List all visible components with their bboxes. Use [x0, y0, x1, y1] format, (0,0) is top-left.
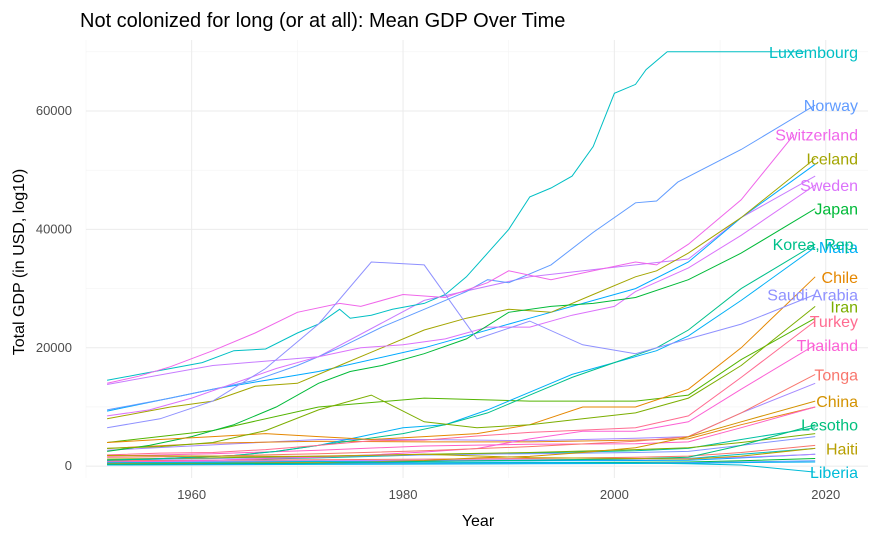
y-tick-label: 60000: [36, 103, 72, 118]
series-line: [107, 104, 816, 411]
series-line: [107, 436, 816, 461]
x-axis-title: Year: [462, 513, 495, 530]
series-label: Korea, Rep.: [773, 237, 858, 254]
series-line: [106, 163, 816, 412]
series-label: Luxembourg: [769, 45, 858, 62]
series-label: China: [816, 394, 858, 411]
series-label: Iran: [830, 299, 858, 316]
series-label: Malta: [819, 240, 858, 257]
series-line: [107, 184, 816, 417]
series-line: [107, 261, 816, 429]
series-line: [107, 424, 816, 465]
y-tick-label: 0: [65, 458, 72, 473]
series-label: Sweden: [800, 178, 858, 195]
series-line: [107, 51, 805, 381]
series-label: Saudi Arabia: [767, 288, 858, 305]
series-line: [107, 306, 816, 449]
y-axis-ticks: 0 20000 40000 60000: [36, 103, 72, 473]
grid: [85, 40, 868, 478]
series-labels: Luxembourg Norway Switzerland Iceland Sweden…: [767, 45, 858, 482]
series-line: [107, 406, 816, 449]
series-line: [107, 433, 816, 460]
y-tick-label: 20000: [36, 340, 72, 355]
series-line: [107, 320, 816, 456]
x-tick-label: 1980: [389, 487, 418, 502]
series-line: [107, 461, 816, 466]
series-label: Tonga: [814, 367, 858, 384]
series-line: [107, 444, 816, 462]
series-line: [107, 447, 816, 460]
series-label: Chile: [822, 270, 859, 287]
series-label: Haiti: [826, 441, 858, 458]
chart-title: Not colonized for long (or at all): Mean…: [80, 10, 565, 32]
series-line: [107, 158, 816, 420]
series-lines: [106, 51, 816, 473]
series-line: [107, 208, 816, 452]
series-label: Thailand: [797, 338, 858, 355]
series-line: [107, 317, 816, 443]
series-line: [107, 175, 816, 385]
series-label: Turkey: [810, 314, 858, 331]
series-label: Lesotho: [801, 418, 858, 435]
x-tick-label: 1960: [177, 487, 206, 502]
series-line: [107, 400, 816, 465]
series-label: Japan: [814, 202, 858, 219]
series-line: [107, 460, 816, 473]
y-tick-label: 40000: [36, 221, 72, 236]
series-line: [107, 246, 816, 461]
series-label: Switzerland: [775, 128, 858, 145]
x-tick-label: 2000: [600, 487, 629, 502]
series-line: [107, 406, 816, 457]
series-label: Liberia: [810, 465, 858, 482]
series-line: [106, 134, 795, 384]
series-line: [107, 373, 816, 458]
x-tick-label: 2020: [811, 487, 840, 502]
series-label: Norway: [804, 98, 858, 115]
series-line: [107, 382, 816, 451]
series-line: [107, 344, 816, 463]
series-line: [107, 276, 816, 443]
x-axis-ticks: 1960 1980 2000 2020: [177, 487, 840, 502]
y-axis-title: Total GDP (in USD, log10): [11, 169, 28, 355]
series-label: Iceland: [806, 151, 858, 168]
